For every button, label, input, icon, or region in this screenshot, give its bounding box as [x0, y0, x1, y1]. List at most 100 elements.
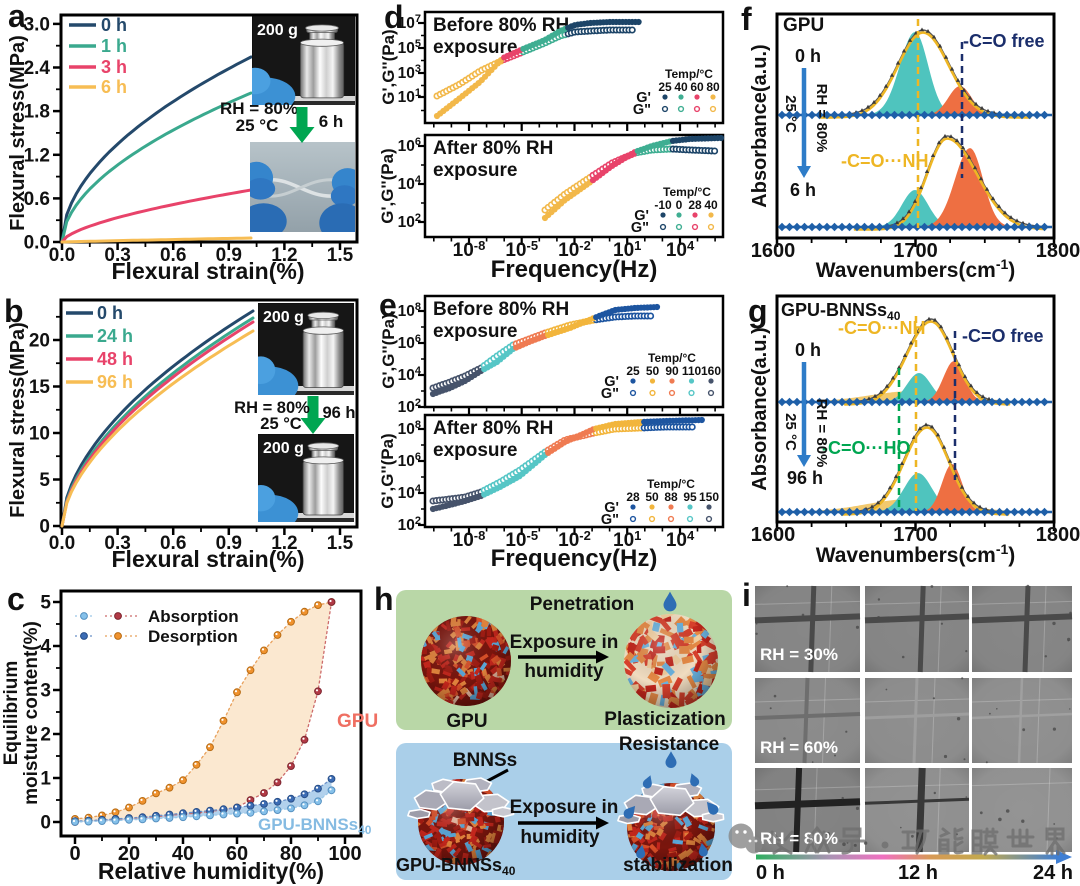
svg-text:0.6: 0.6 [160, 533, 186, 554]
svg-text:After 80% RH: After 80% RH [433, 138, 553, 159]
svg-text:RH = 30%: RH = 30% [760, 645, 838, 664]
svg-text:RH = 80%: RH = 80% [220, 99, 298, 118]
svg-text:Temp/°C: Temp/°C [665, 67, 713, 81]
svg-text:stabilization: stabilization [623, 855, 733, 876]
svg-text:h: h [374, 581, 394, 617]
svg-text:25 °C: 25 °C [782, 413, 799, 451]
svg-text:10-8: 10-8 [453, 238, 486, 261]
svg-text:0.6: 0.6 [24, 189, 50, 210]
svg-text:exposure: exposure [433, 440, 517, 461]
svg-text:150: 150 [699, 490, 719, 504]
svg-text:104: 104 [398, 365, 422, 384]
svg-text:GPU-BNNSs40: GPU-BNNSs40 [258, 815, 372, 837]
svg-text:-10: -10 [654, 198, 672, 212]
svg-text:104: 104 [398, 483, 422, 502]
svg-text:GPU-BNNSs40: GPU-BNNSs40 [781, 300, 901, 323]
svg-text:28: 28 [688, 198, 702, 212]
svg-text:RH = 80%: RH = 80% [234, 399, 310, 417]
svg-text:humidity: humidity [520, 827, 600, 848]
svg-text:0: 0 [69, 843, 80, 865]
svg-text:1.5: 1.5 [327, 245, 354, 266]
svg-text:6 h: 6 h [319, 112, 344, 131]
svg-text:GPU: GPU [446, 711, 487, 732]
svg-text:-C=O free: -C=O free [962, 326, 1044, 346]
svg-text:0: 0 [676, 198, 683, 212]
svg-text:1800: 1800 [1036, 524, 1080, 546]
svg-text:G": G" [601, 386, 619, 402]
svg-text:d: d [384, 0, 404, 35]
svg-text:RH = 60%: RH = 60% [760, 738, 838, 757]
svg-text:1600: 1600 [751, 524, 796, 546]
svg-text:Before 80% RH: Before 80% RH [433, 15, 569, 36]
svg-text:25 °C: 25 °C [236, 116, 279, 135]
svg-text:1: 1 [40, 769, 51, 790]
svg-text:6 h: 6 h [101, 77, 127, 97]
svg-text:105: 105 [398, 38, 421, 57]
svg-text:Flexural strain(%): Flexural strain(%) [112, 258, 305, 284]
svg-text:5: 5 [39, 470, 50, 491]
svg-text:106: 106 [398, 451, 421, 470]
svg-text:Before 80% RH: Before 80% RH [433, 299, 569, 320]
svg-text:25 °C: 25 °C [782, 95, 799, 133]
svg-text:RH = 80%: RH = 80% [813, 84, 830, 153]
svg-text:Exposure in: Exposure in [510, 632, 619, 653]
svg-text:-C=O···NH: -C=O···NH [838, 318, 926, 338]
svg-text:102: 102 [398, 212, 421, 231]
svg-text:103: 103 [398, 63, 421, 82]
svg-text:Plasticization: Plasticization [604, 709, 725, 730]
svg-text:110: 110 [682, 364, 702, 378]
svg-text:c: c [7, 581, 25, 617]
svg-text:a: a [8, 0, 26, 34]
svg-text:1.8: 1.8 [24, 102, 50, 123]
svg-text:G': G' [636, 90, 651, 106]
svg-text:90: 90 [665, 364, 679, 378]
svg-text:G',G''(Pa): G',G''(Pa) [378, 433, 397, 508]
svg-text:80: 80 [706, 80, 720, 94]
svg-text:exposure: exposure [433, 160, 517, 181]
svg-text:Frequency(Hz): Frequency(Hz) [491, 256, 658, 283]
svg-text:6 h: 6 h [790, 180, 816, 200]
svg-text:95: 95 [683, 490, 697, 504]
svg-text:106: 106 [398, 333, 421, 352]
svg-text:exposure: exposure [433, 37, 517, 58]
svg-text:1 h: 1 h [101, 36, 127, 56]
svg-text:101: 101 [398, 87, 421, 106]
svg-text:160: 160 [701, 364, 721, 378]
svg-text:4: 4 [40, 637, 51, 658]
svg-text:2.4: 2.4 [24, 58, 51, 79]
svg-text:G': G' [634, 208, 649, 224]
svg-text:2: 2 [40, 725, 51, 746]
svg-text:108: 108 [398, 419, 421, 438]
svg-text:RH = 80%: RH = 80% [813, 399, 830, 468]
svg-text:G": G" [601, 512, 619, 528]
svg-text:1600: 1600 [751, 240, 796, 262]
svg-text:g: g [748, 293, 768, 329]
svg-text:Flexural stress(MPa): Flexural stress(MPa) [7, 35, 29, 231]
svg-text:15: 15 [29, 377, 51, 398]
svg-text:-C=O···HO: -C=O···HO [822, 438, 911, 458]
svg-text:0.9: 0.9 [216, 245, 242, 266]
svg-text:G',G''(Pa): G',G''(Pa) [378, 148, 397, 223]
svg-text:0 h: 0 h [795, 46, 821, 66]
svg-text:80: 80 [280, 843, 302, 865]
svg-text:3 h: 3 h [101, 57, 127, 77]
svg-text:0.3: 0.3 [104, 245, 130, 266]
svg-text:b: b [4, 293, 24, 329]
svg-text:0: 0 [39, 517, 50, 538]
svg-text:G": G" [633, 102, 651, 118]
svg-text:GPU: GPU [337, 711, 378, 732]
svg-text:0.0: 0.0 [49, 245, 75, 266]
svg-text:106: 106 [398, 136, 421, 155]
svg-text:Temp/°C: Temp/°C [648, 351, 696, 365]
svg-text:RH = 80%: RH = 80% [760, 829, 838, 848]
svg-text:24 h: 24 h [97, 326, 133, 346]
svg-text:Absorption: Absorption [148, 607, 239, 626]
svg-text:G": G" [631, 220, 649, 236]
svg-text:Equilibrium: Equilibrium [1, 661, 22, 766]
svg-text:Frequency(Hz): Frequency(Hz) [491, 545, 658, 572]
svg-text:1700: 1700 [893, 524, 938, 546]
svg-text:25 °C: 25 °C [260, 415, 302, 433]
svg-text:exposure: exposure [433, 321, 517, 342]
svg-text:-C=O···NH: -C=O···NH [841, 151, 929, 171]
svg-text:1.2: 1.2 [271, 245, 297, 266]
